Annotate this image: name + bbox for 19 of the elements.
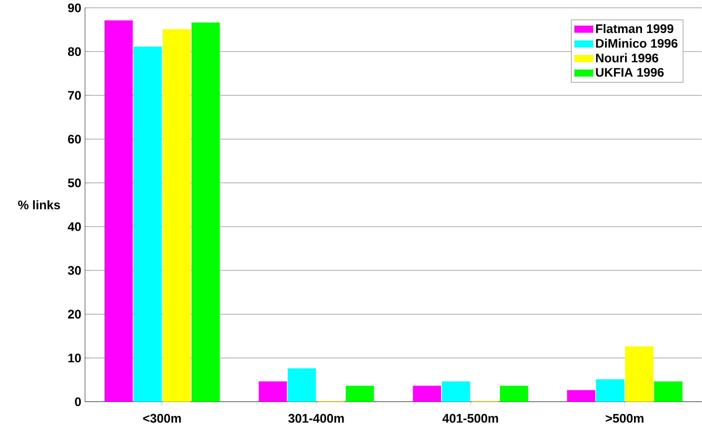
y-tick-label: 40 — [68, 222, 81, 231]
y-tick-label: 10 — [68, 353, 81, 362]
legend-label: UKFIA 1996 — [596, 68, 664, 77]
legend-label: Nouri 1996 — [596, 53, 658, 62]
y-tick-label: 50 — [68, 178, 81, 188]
y-tick-label: 0 — [74, 397, 81, 406]
y-tick-label: 80 — [68, 47, 81, 56]
y-tick-label: 30 — [68, 266, 81, 275]
x-tick-label: 401-500m — [442, 414, 498, 423]
y-tick-label: 20 — [68, 310, 81, 318]
y-tick-label: 60 — [68, 134, 81, 144]
legend-label: Flatman 1999 — [596, 24, 674, 33]
x-tick-label: 301-400m — [288, 414, 344, 423]
x-tick-label: >500m — [606, 414, 644, 423]
x-tick-label: <300m — [143, 414, 181, 423]
y-axis-title: % links — [18, 200, 60, 210]
legend-label: DiMinico 1996 — [596, 38, 678, 48]
y-tick-label: 90 — [68, 3, 81, 12]
y-tick-label: 70 — [68, 90, 81, 100]
